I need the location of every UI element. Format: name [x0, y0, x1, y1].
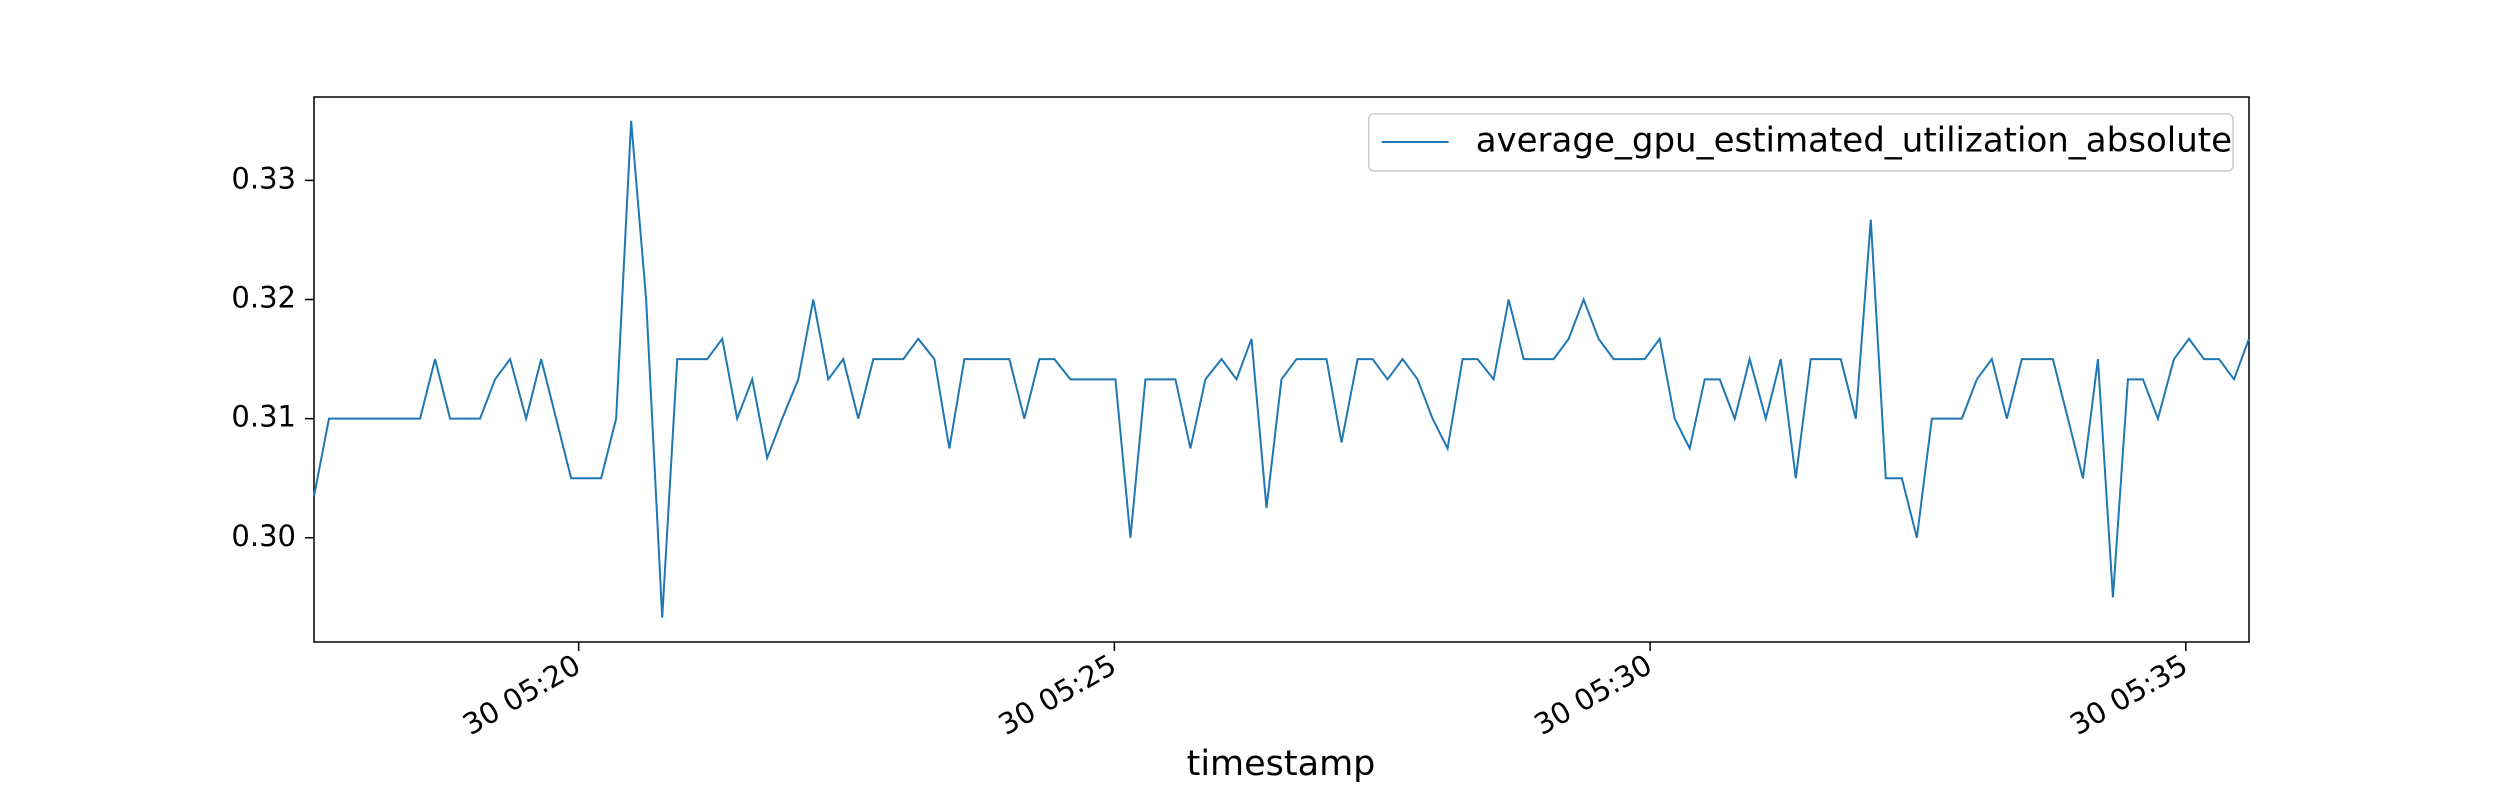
legend-label: average_gpu_estimated_utilization_absolu… [1476, 121, 2232, 161]
y-tick-label: 0.33 [231, 161, 296, 195]
data-line [313, 120, 2250, 618]
plot-frame [313, 96, 2250, 643]
legend: average_gpu_estimated_utilization_absolu… [1367, 113, 2234, 172]
legend-box [1367, 113, 2234, 172]
x-tick-label: 30 05:25 [993, 648, 1122, 742]
x-tick-label: 30 05:35 [2064, 648, 2193, 742]
x-tick-label: 30 05:30 [1528, 648, 1657, 742]
y-tick-label: 0.30 [231, 519, 296, 553]
y-tick-label: 0.31 [231, 400, 296, 434]
x-tick-label: 30 05:20 [457, 648, 586, 742]
y-tick-label: 0.32 [231, 281, 296, 315]
x-axis-label: timestamp [1187, 744, 1376, 784]
